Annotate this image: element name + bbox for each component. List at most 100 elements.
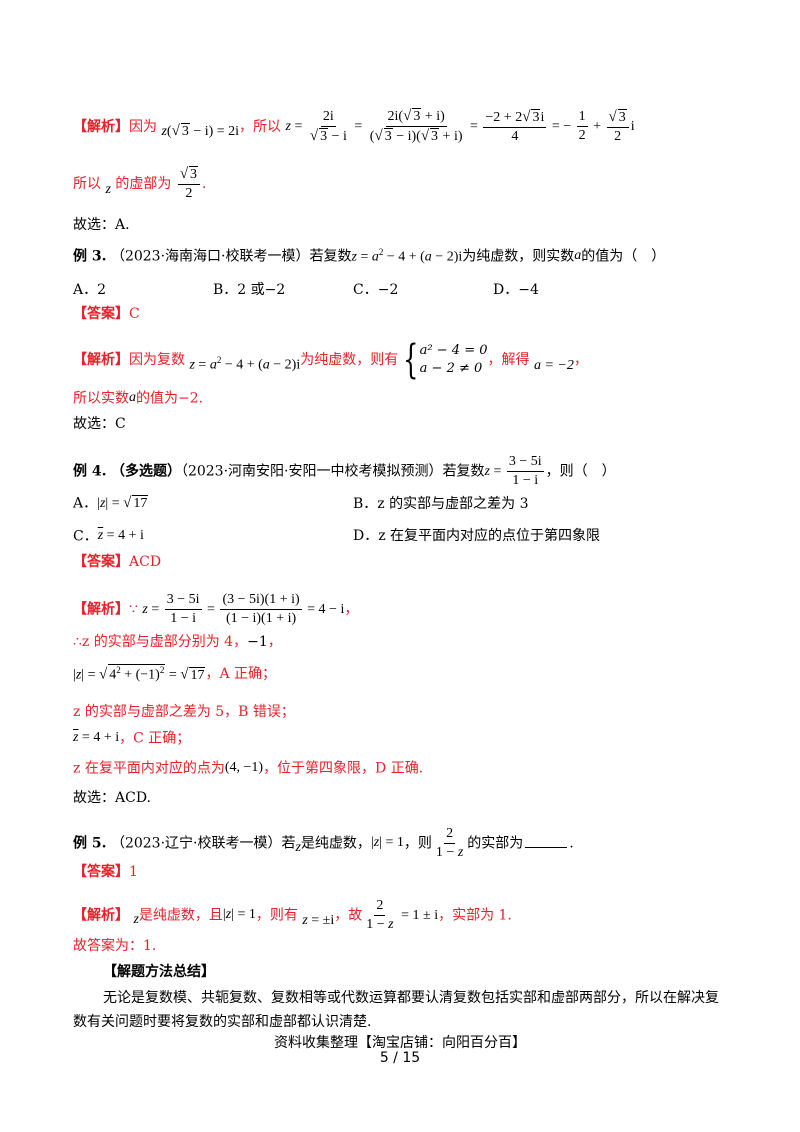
answer-tag: 【答案】 [73,864,129,880]
answer-blank [525,846,568,848]
answer-tag: 【答案】 [73,306,129,322]
solution-tag: 【解析】 [73,601,129,618]
option-label: A． [73,495,98,512]
variable: a [574,248,582,264]
summary-body: 数有关问题时要将复数的实部和虚部都认识清楚. [73,1014,372,1030]
option-c: C．−2 [353,282,398,299]
solution-tag: 【解析】 [73,118,129,135]
ex4-solution-line: ∴z 的实部与虚部分别为 4，−1， [73,634,282,650]
equation: z = a2 − 4 + (a − 2)i [351,247,463,265]
solution-text: ∴z 的实部与虚部分别为 4， [73,634,248,650]
option-b: B．z 的实部与虚部之差为 3 [353,496,529,512]
summary-body: 无论是复数模、共轭复数、复数相等或代数运算都要认清复数包括实部和虚部两部分，所以… [103,990,719,1006]
solution-text: ，解得 [487,352,530,368]
equation: |z| = √ 17 [97,495,149,511]
equation: √ 3 2 [176,166,202,202]
example-label: 例 5. [73,835,107,852]
equation: z(√ 3 − i) = 2i [161,123,240,140]
question-source: （2023·海南海口·校联考一模）若复数 [110,248,352,265]
brace: { [403,337,419,383]
ex4-solution-line: 【解析】∵ z = 3 − 5i 1 − i = (3 − 5i)(1 + i)(… [73,592,359,627]
question-text: ，则 [403,835,432,852]
option-value: −2 [377,282,399,298]
option-b: B．2 或−2 [213,282,285,299]
equation-system: a² − 4 = 0 a − 2 ≠ 0 [420,342,488,377]
variable: z [105,181,111,197]
solution-text: ∵ [129,601,138,618]
solution-text: 因为复数 [129,352,185,368]
solution-text: 为纯虚数，则有 [300,352,399,368]
solution-text: 的虚部为 [115,176,172,193]
question-text: 的值为（ ） [581,248,666,265]
answer-value: C [129,306,140,322]
solution-text: ，所以 [239,118,282,135]
variable: a [129,390,136,405]
solution-text: ，则有 [255,907,298,924]
solution-tag: 【解析】 [73,907,129,924]
ex4-solution-line: z 在复平面内对应的点为(4, −1)，位于第四象限，D 正确. [73,760,423,777]
solution-text: ，实部为 1. [438,907,512,924]
equation: |z| = 1 [370,835,404,851]
option-d: D．z 在复平面内对应的点位于第四象限 [353,528,601,544]
solution-text: ，故 [334,907,363,924]
footer-note: 资料收集整理【淘宝店铺：向阳百分百】 [274,1035,526,1051]
option-value: −4 [518,282,539,298]
solution-text: 所以 [73,176,101,193]
equation: |z| = 1 [222,907,256,923]
solution-value: −1 [247,634,268,650]
page-number: 5 / 15 [379,1050,421,1066]
equation: z = a2 − 4 + (a − 2)i [189,355,301,373]
answer-line: 【答案】C [73,306,140,323]
solution-value: −2 [178,390,199,407]
answer-tag: 【答案】 [73,554,129,570]
ex5-final: 故答案为：1. [73,938,157,954]
answer-line: 【答案】1 [73,864,138,881]
ex2-choose: 故选：A. [73,217,130,233]
option-label: B．2 或 [213,282,265,298]
question-source: （2023·辽宁·校联考一模）若 [110,835,296,852]
ex3-solution-line: 【解析】因为复数 z = a2 − 4 + (a − 2)i为纯虚数，则有{a²… [73,337,588,383]
ex3-solution-line: 所以实数a的值为−2. [73,390,204,407]
ex4-solution-line: |z| = √ 42 + (−1)2 = √ 17，A 正确； [73,664,276,684]
equation: z = 3 − 5i 1 − i = (3 − 5i)(1 + i) (1 − i)… [142,592,345,627]
example-label: 例 4. [73,463,107,480]
solution-text: 的值为 [136,390,178,407]
ex3-choose: 故选：C [73,416,126,432]
solution-text: 因为 [129,118,157,135]
solution-text: ，位于第四象限，D 正确. [263,760,424,777]
ex4-question: 例 4. （多选题）（2023·河南安阳·安阳一中校考模拟预测）若复数z = 3… [73,454,616,489]
option-d: D．−4 [493,282,539,299]
ex4-solution-line: z = 4 + i，C 正确； [73,730,190,747]
answer-line: 【答案】ACD [73,554,161,571]
equation: (4, −1) [224,760,264,775]
question-text: 为纯虚数，则实数 [462,248,575,265]
ex3-question: 例 3. （2023·海南海口·校联考一模）若复数z = a2 − 4 + (a… [73,247,665,266]
answer-value: ACD [129,554,162,570]
equation: z = ±i [302,913,335,929]
ex2-solution-line: 所以 z 的虚部为 √ 3 2. [73,166,207,202]
question-text: 的实部为 [467,835,524,852]
system-eq: a² − 4 = 0 [419,343,488,359]
variable: z [295,840,301,856]
system-eq: a − 2 ≠ 0 [419,361,483,376]
equation: z = 4 + i [73,730,120,745]
answer-value: 1 [129,864,138,880]
option-label: D． [493,282,519,298]
option-label: C． [73,528,98,545]
question-text: ，则（ ） [545,463,616,480]
equation: |z| = √ 42 + (−1)2 = √ 17 [73,664,206,683]
solution-text: ，C 正确； [119,730,191,747]
solution-text: ，A 正确； [205,666,277,683]
question-source: （2023·河南安阳·安阳一中校考模拟预测）若复数 [180,463,485,480]
solution-tag: 【解析】 [73,352,129,368]
equation: z = 3 − 5i 1 − i [484,454,544,489]
equation: z = 4 + i [97,528,144,543]
solution-text: 所以实数 [73,390,129,407]
ex4-choose: 故选：ACD. [73,790,151,806]
solution-text: 是纯虚数，且 [138,907,223,924]
example-label: 例 3. [73,248,107,265]
variable: z [133,912,139,928]
ex5-question: 例 5. （2023·辽宁·校联考一模）若z是纯虚数，|z| = 1，则 2 1 −… [73,826,574,861]
option-label: C． [353,282,378,298]
